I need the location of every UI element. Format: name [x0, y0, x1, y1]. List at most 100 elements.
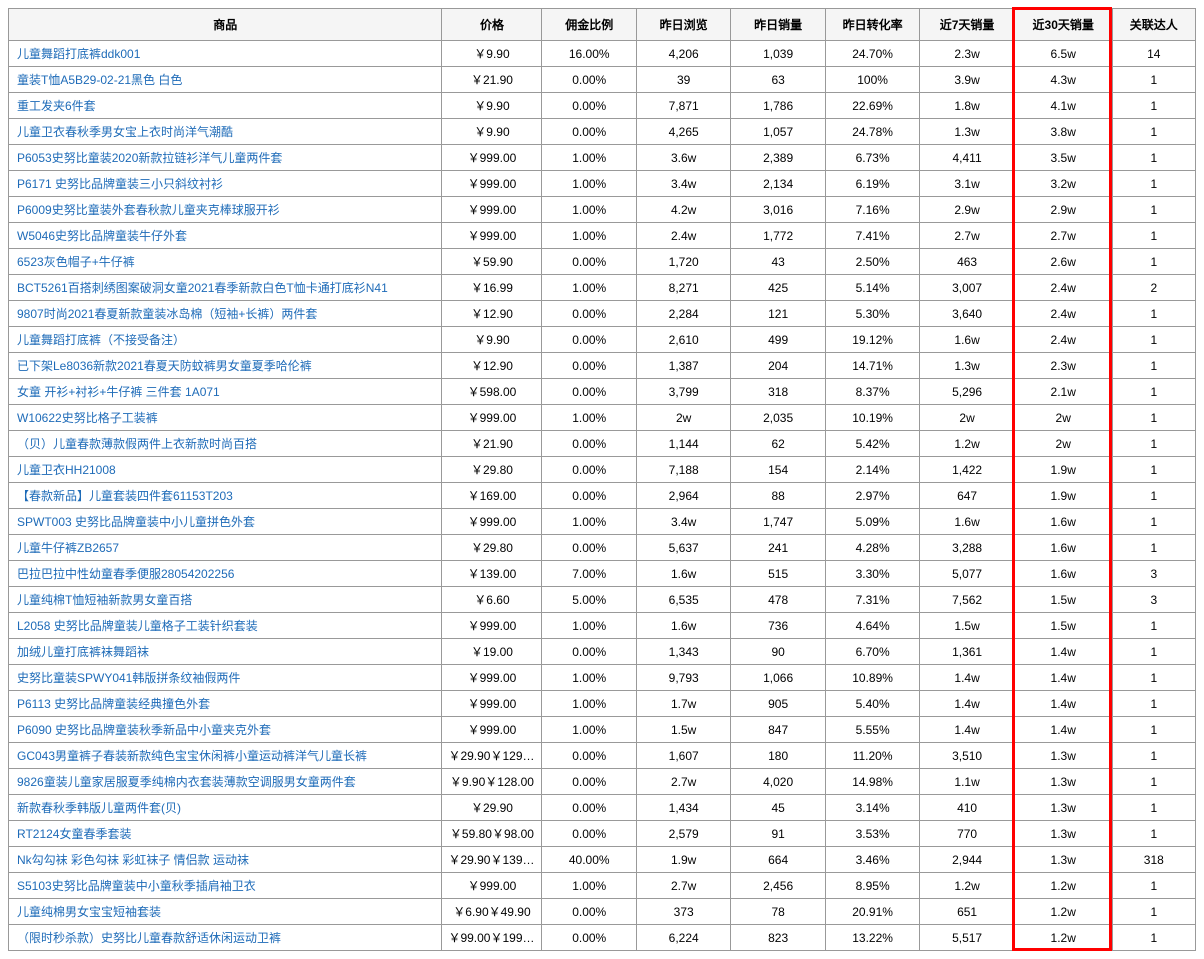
product-link[interactable]: 6523灰色帽子+牛仔裤 [17, 255, 135, 269]
cell-sales_yd: 2,456 [731, 873, 825, 899]
product-link[interactable]: P6090 史努比品牌童装秋季新品中小童夹克外套 [17, 723, 271, 737]
product-link[interactable]: 新款春秋季韩版儿童两件套(贝) [17, 801, 181, 815]
product-link[interactable]: 史努比童装SPWY041韩版拼条纹袖假两件 [17, 671, 240, 685]
cell-sales_7d: 1.5w [920, 613, 1014, 639]
product-link[interactable]: P6053史努比童装2020新款拉链衫洋气儿童两件套 [17, 151, 282, 165]
cell-sales_yd: 1,786 [731, 93, 825, 119]
table-row: 儿童纯棉男女宝宝短袖套装￥6.90￥49.900.00%3737820.91%6… [9, 899, 1196, 925]
column-header-sales_30d[interactable]: 近30天销量 [1014, 9, 1112, 41]
column-header-sales_yd[interactable]: 昨日销量 [731, 9, 825, 41]
cell-sales_yd: 1,747 [731, 509, 825, 535]
cell-product: 儿童牛仔裤ZB2657 [9, 535, 442, 561]
product-link[interactable]: 童装T恤A5B29-02-21黑色 白色 [17, 73, 182, 87]
cell-product: 儿童卫衣春秋季男女宝上衣时尚洋气潮酷 [9, 119, 442, 145]
product-link[interactable]: 儿童卫衣HH21008 [17, 463, 116, 477]
cell-sales_yd: 45 [731, 795, 825, 821]
product-link[interactable]: （贝）儿童春款薄款假两件上衣新款时尚百搭 [17, 437, 257, 451]
product-link[interactable]: 儿童卫衣春秋季男女宝上衣时尚洋气潮酷 [17, 125, 233, 139]
cell-daren: 1 [1112, 67, 1195, 93]
cell-daren: 1 [1112, 691, 1195, 717]
column-header-price[interactable]: 价格 [442, 9, 542, 41]
table-row: P6090 史努比品牌童装秋季新品中小童夹克外套￥999.001.00%1.5w… [9, 717, 1196, 743]
product-link[interactable]: P6113 史努比品牌童装经典撞色外套 [17, 697, 210, 711]
column-header-daren[interactable]: 关联达人 [1112, 9, 1195, 41]
product-link[interactable]: W5046史努比品牌童装牛仔外套 [17, 229, 187, 243]
cell-views: 2,964 [636, 483, 730, 509]
cell-daren: 1 [1112, 405, 1195, 431]
product-link[interactable]: 儿童纯棉T恤短袖新款男女童百搭 [17, 593, 192, 607]
cell-views: 2w [636, 405, 730, 431]
product-link[interactable]: 女童 开衫+衬衫+牛仔裤 三件套 1A071 [17, 385, 220, 399]
product-link[interactable]: 儿童纯棉男女宝宝短袖套装 [17, 905, 161, 919]
cell-conv: 7.31% [825, 587, 919, 613]
product-link[interactable]: 儿童牛仔裤ZB2657 [17, 541, 119, 555]
product-link[interactable]: SPWT003 史努比品牌童装中小儿童拼色外套 [17, 515, 255, 529]
cell-sales_7d: 7,562 [920, 587, 1014, 613]
cell-price: ￥6.90￥49.90 [442, 899, 542, 925]
cell-price: ￥999.00 [442, 509, 542, 535]
product-link[interactable]: 已下架Le8036新款2021春夏天防蚊裤男女童夏季哈伦裤 [17, 359, 312, 373]
table-row: 【春款新品】儿童套装四件套61153T203￥169.000.00%2,9648… [9, 483, 1196, 509]
product-link[interactable]: GC043男童裤子春装新款纯色宝宝休闲裤小童运动裤洋气儿童长裤 [17, 749, 367, 763]
product-link[interactable]: 儿童舞蹈打底裤ddk001 [17, 47, 140, 61]
cell-daren: 2 [1112, 275, 1195, 301]
cell-commission: 0.00% [542, 327, 636, 353]
column-header-commission[interactable]: 佣金比例 [542, 9, 636, 41]
table-wrapper: 商品价格佣金比例昨日浏览昨日销量昨日转化率近7天销量近30天销量关联达人 儿童舞… [8, 8, 1196, 951]
product-link[interactable]: Nk勾勾袜 彩色勾袜 彩虹袜子 情侣款 运动袜 [17, 853, 249, 867]
table-row: 史努比童装SPWY041韩版拼条纹袖假两件￥999.001.00%9,7931,… [9, 665, 1196, 691]
cell-sales_yd: 515 [731, 561, 825, 587]
column-header-views[interactable]: 昨日浏览 [636, 9, 730, 41]
product-link[interactable]: 9826童装儿童家居服夏季纯棉内衣套装薄款空调服男女童两件套 [17, 775, 356, 789]
cell-conv: 2.50% [825, 249, 919, 275]
table-row: 儿童卫衣春秋季男女宝上衣时尚洋气潮酷￥9.900.00%4,2651,05724… [9, 119, 1196, 145]
cell-sales_yd: 204 [731, 353, 825, 379]
cell-daren: 1 [1112, 795, 1195, 821]
cell-daren: 1 [1112, 509, 1195, 535]
cell-daren: 1 [1112, 665, 1195, 691]
cell-conv: 10.19% [825, 405, 919, 431]
cell-daren: 14 [1112, 41, 1195, 67]
column-header-product[interactable]: 商品 [9, 9, 442, 41]
cell-sales_yd: 499 [731, 327, 825, 353]
column-header-sales_7d[interactable]: 近7天销量 [920, 9, 1014, 41]
product-link[interactable]: 9807时尚2021春夏新款童装冰岛棉（短袖+长裤）两件套 [17, 307, 317, 321]
product-link[interactable]: 加绒儿童打底裤袜舞蹈袜 [17, 645, 149, 659]
cell-product: RT2124女童春季套装 [9, 821, 442, 847]
product-link[interactable]: RT2124女童春季套装 [17, 827, 131, 841]
cell-price: ￥29.90 [442, 795, 542, 821]
product-link[interactable]: P6009史努比童装外套春秋款儿童夹克棒球服开衫 [17, 203, 280, 217]
cell-conv: 3.46% [825, 847, 919, 873]
product-link[interactable]: 巴拉巴拉中性幼童春季便服28054202256 [17, 567, 234, 581]
cell-sales_30d: 1.4w [1014, 691, 1112, 717]
cell-views: 1,607 [636, 743, 730, 769]
table-row: P6113 史努比品牌童装经典撞色外套￥999.001.00%1.7w9055.… [9, 691, 1196, 717]
product-link[interactable]: W10622史努比格子工装裤 [17, 411, 158, 425]
cell-conv: 6.70% [825, 639, 919, 665]
cell-price: ￥999.00 [442, 197, 542, 223]
cell-sales_7d: 2w [920, 405, 1014, 431]
cell-conv: 11.20% [825, 743, 919, 769]
cell-product: 6523灰色帽子+牛仔裤 [9, 249, 442, 275]
cell-sales_30d: 1.9w [1014, 483, 1112, 509]
cell-views: 3.4w [636, 171, 730, 197]
product-link[interactable]: L2058 史努比品牌童装儿童格子工装针织套装 [17, 619, 258, 633]
cell-product: P6113 史努比品牌童装经典撞色外套 [9, 691, 442, 717]
cell-sales_7d: 1.4w [920, 717, 1014, 743]
product-link[interactable]: 【春款新品】儿童套装四件套61153T203 [17, 489, 233, 503]
product-link[interactable]: S5103史努比品牌童装中小童秋季插肩袖卫衣 [17, 879, 256, 893]
table-row: （贝）儿童春款薄款假两件上衣新款时尚百搭￥21.900.00%1,144625.… [9, 431, 1196, 457]
product-link[interactable]: 重工发夹6件套 [17, 99, 96, 113]
product-link[interactable]: （限时秒杀款）史努比儿童春款舒适休闲运动卫裤 [17, 931, 281, 945]
cell-sales_30d: 2.4w [1014, 301, 1112, 327]
product-link[interactable]: P6171 史努比品牌童装三小只斜纹衬衫 [17, 177, 223, 191]
table-row: P6009史努比童装外套春秋款儿童夹克棒球服开衫￥999.001.00%4.2w… [9, 197, 1196, 223]
cell-commission: 1.00% [542, 665, 636, 691]
cell-conv: 22.69% [825, 93, 919, 119]
cell-product: 巴拉巴拉中性幼童春季便服28054202256 [9, 561, 442, 587]
product-link[interactable]: BCT5261百搭刺绣图案破洞女童2021春季新款白色T恤卡通打底衫N41 [17, 281, 388, 295]
product-link[interactable]: 儿童舞蹈打底裤（不接受备注） [17, 333, 185, 347]
cell-sales_yd: 318 [731, 379, 825, 405]
cell-conv: 3.14% [825, 795, 919, 821]
column-header-conv[interactable]: 昨日转化率 [825, 9, 919, 41]
